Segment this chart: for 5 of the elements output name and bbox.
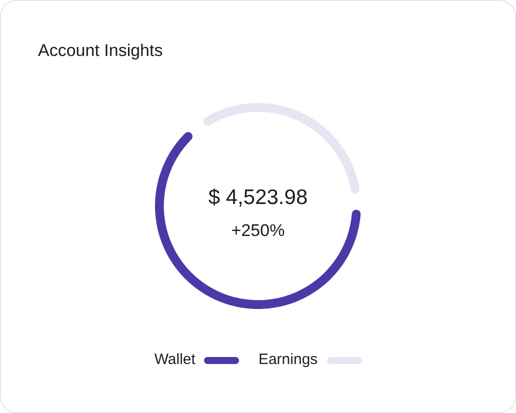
text: +250% [231, 220, 285, 242]
legend-label: Wallet [154, 350, 196, 370]
legend-label: Earnings [258, 350, 318, 370]
chart-title: Account Insights [38, 41, 163, 61]
text: $ 4,523.98 [208, 185, 308, 211]
